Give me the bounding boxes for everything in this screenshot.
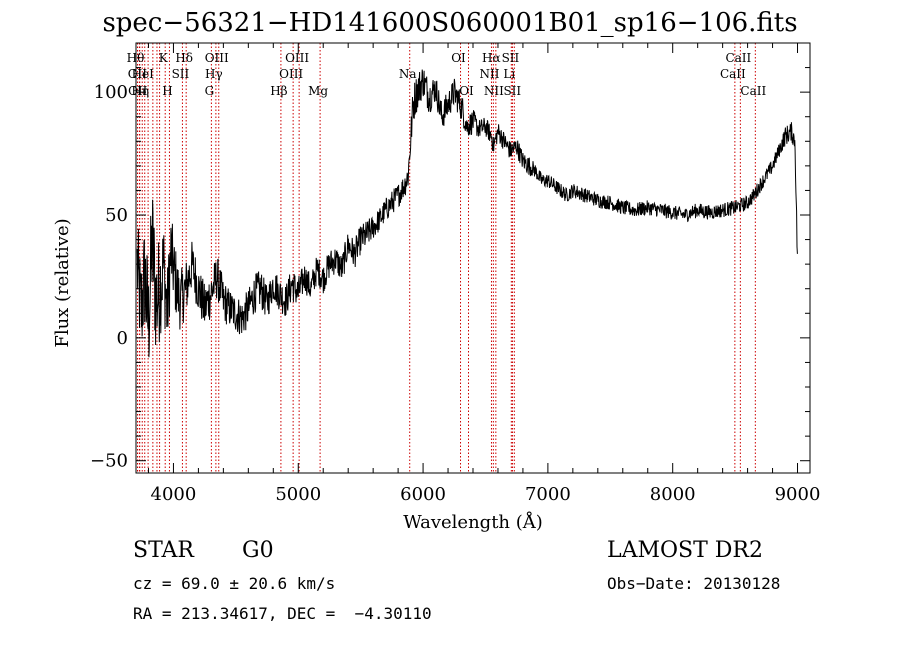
spectral-line-label: OII bbox=[128, 84, 148, 98]
spectral-line-label: Na bbox=[399, 67, 417, 81]
spectral-line-label: OI bbox=[451, 51, 466, 65]
spectral-line-label: HeI bbox=[132, 67, 155, 81]
spectral-line-label: Mg bbox=[308, 84, 328, 98]
spectral-line-label: NII bbox=[484, 84, 504, 98]
spectral-line-markers bbox=[136, 43, 756, 473]
x-tick-label: 4000 bbox=[151, 484, 197, 505]
x-axis: 4000 5000 6000 7000 8000 9000 bbox=[147, 43, 821, 505]
plot-frame bbox=[135, 42, 811, 474]
coordinates: RA = 213.34617, DEC = −4.30110 bbox=[133, 604, 432, 623]
spectral-line-label: Hθ bbox=[127, 51, 145, 65]
x-tick-label: 6000 bbox=[400, 484, 446, 505]
spectral-line-label: OIII bbox=[285, 51, 309, 65]
y-tick-label: 50 bbox=[105, 205, 128, 226]
spectral-line-label: OIII bbox=[205, 51, 229, 65]
object-class: STAR bbox=[133, 538, 194, 563]
y-axis-label: Flux (relative) bbox=[52, 218, 73, 347]
spectral-line-label: CaII bbox=[720, 67, 746, 81]
spectral-line-label: Hγ bbox=[205, 67, 223, 81]
x-tick-label: 8000 bbox=[650, 484, 696, 505]
spectral-line-label: SII bbox=[503, 84, 521, 98]
spectral-line-label: CaII bbox=[725, 51, 751, 65]
spectral-line-label: CaII bbox=[740, 84, 766, 98]
x-tick-label: 9000 bbox=[775, 484, 821, 505]
object-subclass: G0 bbox=[242, 538, 274, 563]
x-tick-label: 7000 bbox=[525, 484, 571, 505]
x-axis-label: Wavelength (Å) bbox=[403, 511, 543, 533]
spectral-line-label: OI bbox=[459, 84, 474, 98]
spectral-line-label: SII bbox=[172, 67, 190, 81]
survey-name: LAMOST DR2 bbox=[607, 538, 763, 563]
spectral-line-label: G bbox=[205, 84, 215, 98]
x-tick-label: 5000 bbox=[275, 484, 321, 505]
y-tick-label: −50 bbox=[90, 451, 128, 472]
spectral-line-label: SII bbox=[502, 51, 520, 65]
spectral-line-label: Li bbox=[503, 67, 515, 81]
y-tick-label: 100 bbox=[94, 82, 128, 103]
spectral-line-labels: HθOIIOIIHηHeIKHSIIHδGHγOIIIHβOIIIOIIIMgN… bbox=[127, 51, 767, 98]
spectrum-series bbox=[136, 69, 798, 358]
observation-date: Obs−Date: 20130128 bbox=[607, 574, 781, 593]
spectral-line-label: K bbox=[159, 51, 169, 65]
spectral-line-label: Hη bbox=[131, 84, 149, 98]
y-axis: −50 0 50 100 bbox=[90, 67, 810, 472]
chart-title: spec−56321−HD141600S060001B01_sp16−106.f… bbox=[102, 8, 798, 38]
spectral-line-label: OII bbox=[128, 67, 148, 81]
y-tick-label: 0 bbox=[117, 328, 128, 349]
spectral-line-label: H bbox=[162, 84, 172, 98]
redshift-info: cz = 69.0 ± 20.6 km/s bbox=[133, 574, 336, 593]
spectral-line-label: OIII bbox=[279, 67, 303, 81]
spectral-line-label: Hδ bbox=[175, 51, 193, 65]
spectrum-line bbox=[136, 69, 798, 358]
spectral-line-label: Hβ bbox=[270, 84, 287, 98]
spectral-line-label: NII bbox=[479, 67, 499, 81]
spectral-line-label: Hα bbox=[482, 51, 501, 65]
